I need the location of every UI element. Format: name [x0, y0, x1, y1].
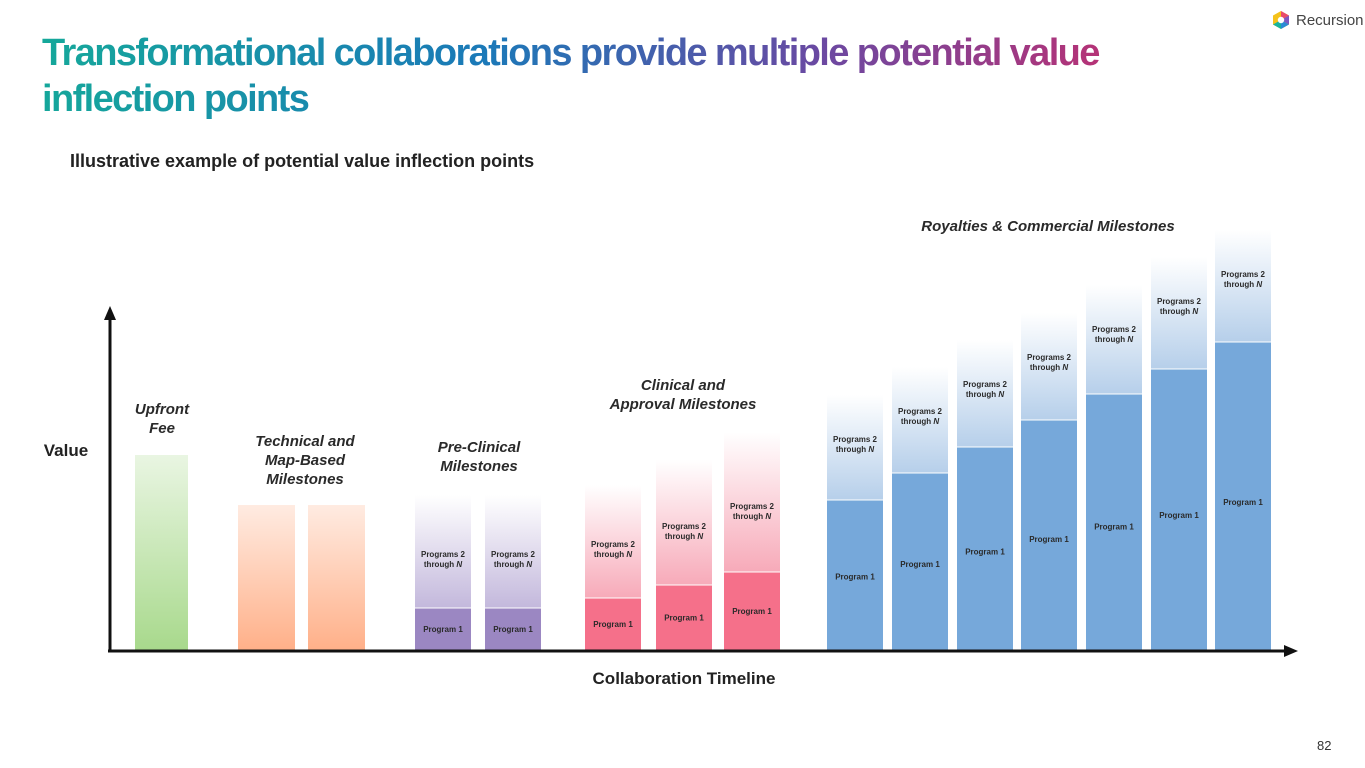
- bar-segment-programs-2: [1215, 230, 1271, 342]
- bar-segment-programs-2: [724, 432, 780, 572]
- programs-2-label: Programs 2: [591, 540, 636, 549]
- bar-segment-programs-2: [892, 367, 948, 473]
- programs-2-label: through N: [424, 560, 462, 569]
- bar-segment-program-1: [1086, 394, 1142, 650]
- logo-text: Recursion: [1296, 11, 1364, 29]
- programs-2-label: through N: [1160, 307, 1198, 316]
- x-axis-label: Collaboration Timeline: [593, 669, 776, 688]
- programs-2-label: Programs 2: [730, 502, 775, 511]
- bar-segment-program-1: [892, 473, 948, 650]
- bar-segment-programs-2: [485, 495, 541, 608]
- program-1-label: Program 1: [1159, 511, 1199, 520]
- program-1-label: Program 1: [1223, 498, 1263, 507]
- group-label: Clinical and: [641, 377, 726, 394]
- bar-segment-program-1: [656, 585, 712, 650]
- bar-segment-programs-2: [415, 495, 471, 608]
- y-axis-label: Value: [44, 441, 88, 460]
- y-axis-arrow-icon: [104, 306, 116, 320]
- page-title: Transformational collaborations provide …: [42, 30, 1142, 122]
- programs-2-label: through N: [665, 532, 703, 541]
- bar-segment-program-1: [1215, 342, 1271, 650]
- program-1-label: Program 1: [593, 620, 633, 629]
- bar-segment-programs-2: [1151, 257, 1207, 369]
- brand-logo: Recursion: [1272, 10, 1364, 30]
- programs-2-label: Programs 2: [898, 407, 943, 416]
- programs-2-label: through N: [901, 417, 939, 426]
- group-label: Upfront: [135, 401, 190, 418]
- programs-2-label: Programs 2: [491, 550, 536, 559]
- x-axis-arrow-icon: [1284, 645, 1298, 657]
- program-1-label: Program 1: [732, 607, 772, 616]
- bar-segment-program-1: [415, 608, 471, 650]
- program-1-label: Program 1: [835, 573, 875, 582]
- program-1-label: Program 1: [493, 625, 533, 634]
- programs-2-label: Programs 2: [421, 550, 466, 559]
- bar-segment-programs-2: [827, 395, 883, 500]
- group-label: Milestones: [266, 471, 344, 488]
- bar-segment-programs-2: [1021, 313, 1077, 420]
- hexagon-logo-icon: [1273, 11, 1289, 29]
- group-label: Milestones: [440, 458, 518, 475]
- group-label: Royalties & Commercial Milestones: [921, 218, 1174, 235]
- programs-2-label: Programs 2: [662, 522, 707, 531]
- group-label: Technical and: [255, 433, 355, 450]
- program-1-label: Program 1: [900, 560, 940, 569]
- chart-subtitle: Illustrative example of potential value …: [70, 151, 535, 171]
- programs-2-label: Programs 2: [1157, 297, 1202, 306]
- programs-2-label: through N: [966, 390, 1004, 399]
- bar-segment-program-1: [827, 500, 883, 650]
- programs-2-label: Programs 2: [963, 380, 1008, 389]
- bar-segment-programs-2: [1086, 285, 1142, 394]
- programs-2-label: through N: [1030, 363, 1068, 372]
- programs-2-label: through N: [594, 550, 632, 559]
- bar-segment-programs-2: [957, 340, 1013, 447]
- group-label: Pre-Clinical: [438, 439, 521, 456]
- bar-segment-program-1: [485, 608, 541, 650]
- programs-2-label: through N: [494, 560, 532, 569]
- programs-2-label: Programs 2: [833, 435, 878, 444]
- program-1-label: Program 1: [664, 614, 704, 623]
- bar-segment-programs-2: [656, 460, 712, 585]
- programs-2-label: Programs 2: [1221, 270, 1266, 279]
- programs-2-label: through N: [1095, 335, 1133, 344]
- bar-segment-program-1: [1021, 420, 1077, 650]
- bar-1-0: [238, 505, 295, 650]
- programs-2-label: through N: [1224, 280, 1262, 289]
- bar-segment-program-1: [585, 598, 641, 650]
- program-1-label: Program 1: [1029, 535, 1069, 544]
- bar-segment-program-1: [1151, 369, 1207, 650]
- bar-segment-program-1: [724, 572, 780, 650]
- group-label: Map-Based: [265, 452, 346, 469]
- programs-2-label: through N: [836, 445, 874, 454]
- programs-2-label: Programs 2: [1092, 325, 1137, 334]
- bar-segment-programs-2: [585, 485, 641, 598]
- programs-2-label: Programs 2: [1027, 353, 1072, 362]
- bar-0-0: [135, 455, 188, 650]
- program-1-label: Program 1: [965, 548, 1005, 557]
- group-label: Fee: [149, 420, 175, 437]
- bar-segment-program-1: [957, 447, 1013, 650]
- bar-1-1: [308, 505, 365, 650]
- program-1-label: Program 1: [1094, 523, 1134, 532]
- programs-2-label: through N: [733, 512, 771, 521]
- program-1-label: Program 1: [423, 625, 463, 634]
- page-number: 82: [1317, 738, 1332, 753]
- group-label: Approval Milestones: [609, 396, 757, 413]
